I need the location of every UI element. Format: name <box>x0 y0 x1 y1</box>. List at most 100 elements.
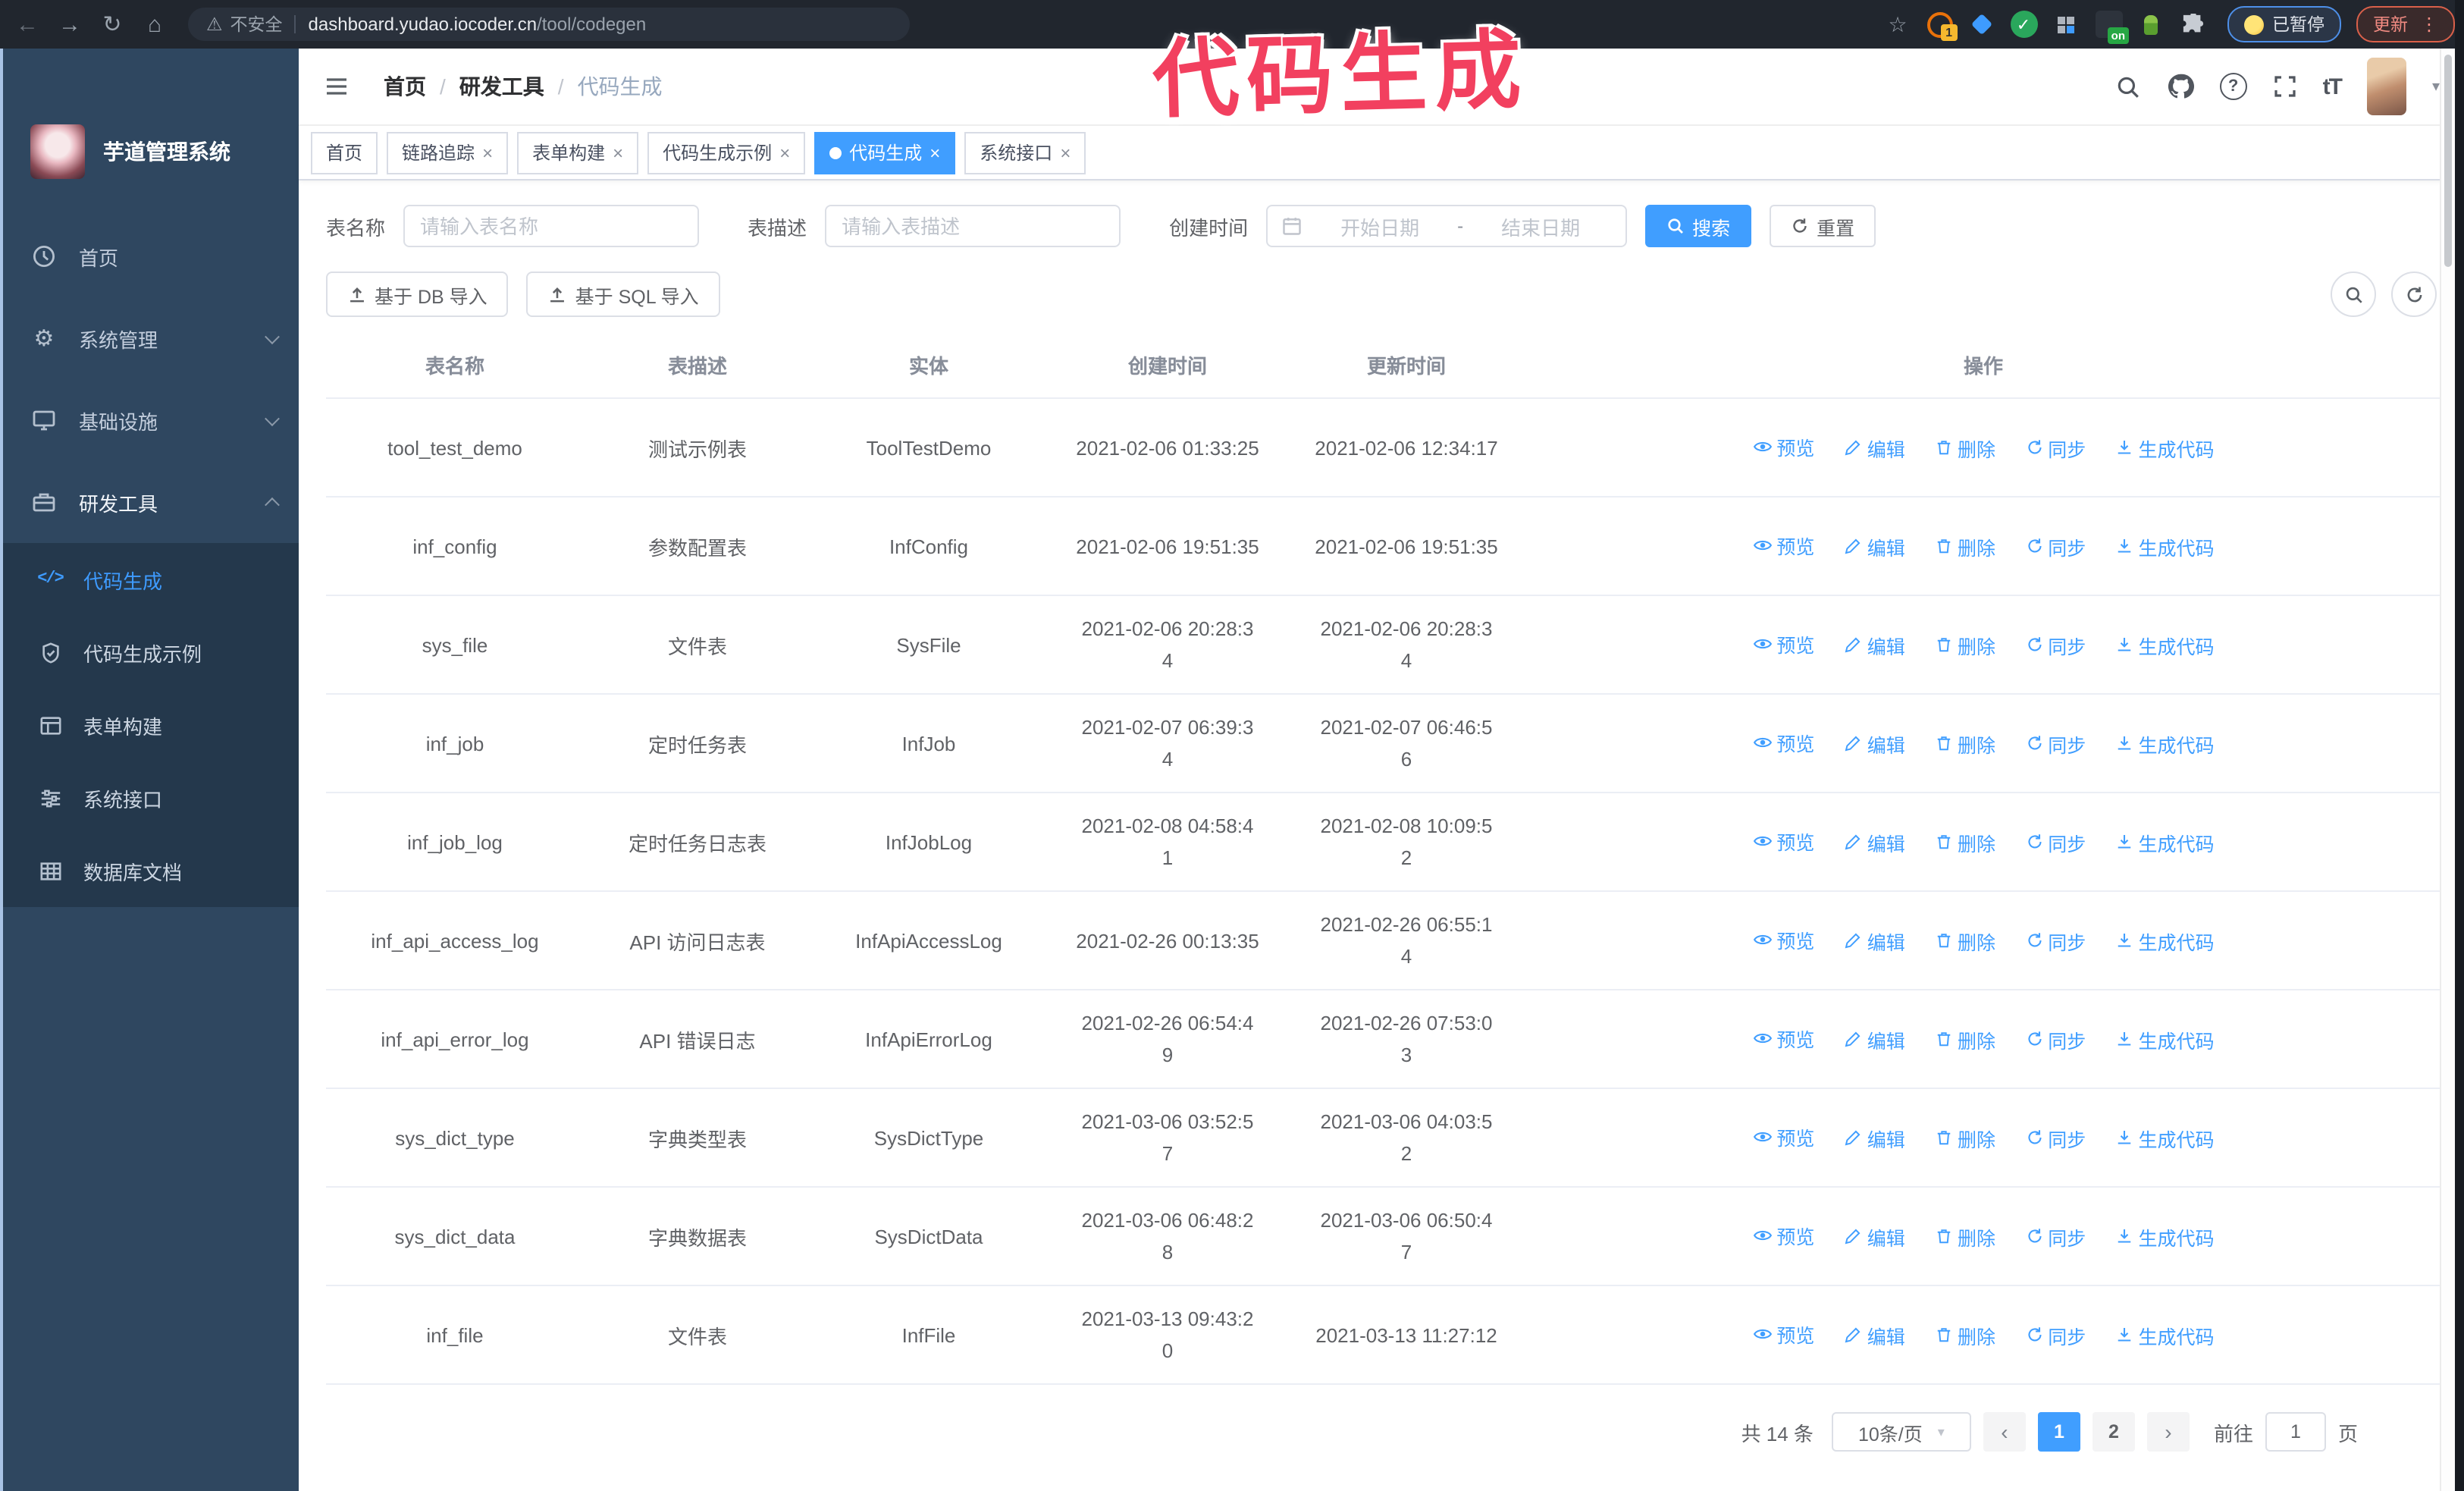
search-icon[interactable] <box>2115 74 2141 99</box>
profile-paused-badge[interactable]: 已暂停 <box>2227 6 2341 42</box>
sidebar-item-devtools[interactable]: 研发工具 <box>0 461 299 543</box>
delete-link[interactable]: 删除 <box>1935 828 1995 857</box>
hamburger-menu-icon[interactable] <box>323 73 350 100</box>
reset-button[interactable]: 重置 <box>1770 205 1876 247</box>
edit-link[interactable]: 编辑 <box>1845 828 1905 857</box>
home-icon[interactable]: ⌂ <box>147 11 162 37</box>
forward-icon[interactable]: → <box>58 11 81 37</box>
edit-link[interactable]: 编辑 <box>1845 927 1905 956</box>
extension-switch-icon[interactable]: on <box>2095 11 2128 44</box>
date-range-picker[interactable]: 开始日期 - 结束日期 <box>1266 205 1628 247</box>
sync-link[interactable]: 同步 <box>2025 730 2086 758</box>
preview-link[interactable]: 预览 <box>1752 532 1814 560</box>
import-db-button[interactable]: 基于 DB 导入 <box>326 272 509 317</box>
generate-code-link[interactable]: 生成代码 <box>2116 730 2215 758</box>
edit-link[interactable]: 编辑 <box>1845 434 1905 463</box>
close-icon[interactable]: × <box>929 142 941 163</box>
preview-link[interactable]: 预览 <box>1752 1320 1814 1349</box>
sidebar-item-home[interactable]: 首页 <box>0 215 299 297</box>
sync-link[interactable]: 同步 <box>2025 631 2086 660</box>
preview-link[interactable]: 预览 <box>1752 433 1814 462</box>
sync-link[interactable]: 同步 <box>2025 1124 2086 1153</box>
delete-link[interactable]: 删除 <box>1935 927 1995 956</box>
font-size-icon[interactable]: tT <box>2322 74 2343 99</box>
next-page-button[interactable]: › <box>2146 1412 2190 1452</box>
edit-link[interactable]: 编辑 <box>1845 1223 1905 1251</box>
preview-link[interactable]: 预览 <box>1752 1222 1814 1251</box>
prev-page-button[interactable]: ‹ <box>1983 1412 2026 1452</box>
generate-code-link[interactable]: 生成代码 <box>2116 1124 2215 1153</box>
end-date-placeholder[interactable]: 结束日期 <box>1501 216 1581 239</box>
sidebar-item-system-api[interactable]: 系统接口 <box>0 761 299 834</box>
preview-link[interactable]: 预览 <box>1752 827 1814 856</box>
extension-diamond-icon[interactable] <box>1967 11 1995 38</box>
breadcrumb-devtools[interactable]: 研发工具 <box>459 74 544 99</box>
edit-link[interactable]: 编辑 <box>1845 631 1905 660</box>
page-1-button[interactable]: 1 <box>2037 1412 2080 1452</box>
delete-link[interactable]: 删除 <box>1935 1321 1995 1350</box>
search-button[interactable]: 搜索 <box>1645 205 1752 247</box>
edit-link[interactable]: 编辑 <box>1845 1321 1905 1350</box>
generate-code-link[interactable]: 生成代码 <box>2116 828 2215 857</box>
sync-link[interactable]: 同步 <box>2025 828 2086 857</box>
sidebar-item-codegen[interactable]: </> 代码生成 <box>0 543 299 616</box>
delete-link[interactable]: 删除 <box>1935 730 1995 758</box>
sync-link[interactable]: 同步 <box>2025 1223 2086 1251</box>
back-icon[interactable]: ← <box>16 11 39 37</box>
refresh-button[interactable] <box>2391 272 2437 317</box>
close-icon[interactable]: × <box>482 142 494 163</box>
import-sql-button[interactable]: 基于 SQL 导入 <box>526 272 720 317</box>
sync-link[interactable]: 同步 <box>2025 1321 2086 1350</box>
edit-link[interactable]: 编辑 <box>1845 1025 1905 1054</box>
delete-link[interactable]: 删除 <box>1935 631 1995 660</box>
table-name-input[interactable] <box>403 205 700 247</box>
preview-link[interactable]: 预览 <box>1752 630 1814 659</box>
generate-code-link[interactable]: 生成代码 <box>2116 1223 2215 1251</box>
scrollbar-thumb[interactable] <box>2444 55 2451 267</box>
generate-code-link[interactable]: 生成代码 <box>2116 532 2215 561</box>
avatar[interactable] <box>2366 58 2406 115</box>
preview-link[interactable]: 预览 <box>1752 1025 1814 1053</box>
reload-icon[interactable]: ↻ <box>102 12 122 38</box>
sidebar-item-form-builder[interactable]: 表单构建 <box>0 689 299 761</box>
generate-code-link[interactable]: 生成代码 <box>2116 927 2215 956</box>
sidebar-item-system[interactable]: ⚙ 系统管理 <box>0 297 299 379</box>
menu-dots-icon[interactable]: ⋮ <box>2420 14 2438 35</box>
sidebar-item-codegen-example[interactable]: 代码生成示例 <box>0 616 299 689</box>
delete-link[interactable]: 删除 <box>1935 434 1995 463</box>
browser-update-button[interactable]: 更新 ⋮ <box>2356 6 2455 42</box>
table-desc-input[interactable] <box>825 205 1121 247</box>
sync-link[interactable]: 同步 <box>2025 1025 2086 1054</box>
sync-link[interactable]: 同步 <box>2025 434 2086 463</box>
scrollbar[interactable] <box>2440 49 2455 1491</box>
page-size-select[interactable]: 10条/页 ▾ <box>1831 1412 1971 1452</box>
tag-system-api[interactable]: 系统接口 × <box>964 131 1086 174</box>
generate-code-link[interactable]: 生成代码 <box>2116 631 2215 660</box>
close-icon[interactable]: × <box>1060 142 1071 163</box>
bookmark-star-icon[interactable]: ☆ <box>1888 11 1908 36</box>
preview-link[interactable]: 预览 <box>1752 926 1814 955</box>
edit-link[interactable]: 编辑 <box>1845 730 1905 758</box>
extension-check-icon[interactable]: ✓ <box>2010 11 2037 38</box>
fullscreen-icon[interactable] <box>2273 74 2297 99</box>
tag-codegen[interactable]: 代码生成 × <box>814 131 956 174</box>
generate-code-link[interactable]: 生成代码 <box>2116 434 2215 463</box>
sync-link[interactable]: 同步 <box>2025 532 2086 561</box>
address-bar[interactable]: ⚠ 不安全 dashboard.yudao.iocoder.cn/tool/co… <box>188 8 910 41</box>
extension-oclock-icon[interactable]: 1 <box>1926 11 1957 40</box>
tag-form-builder[interactable]: 表单构建 × <box>517 131 639 174</box>
breadcrumb-home[interactable]: 首页 <box>384 74 426 99</box>
tag-tracing[interactable]: 链路追踪 × <box>387 131 509 174</box>
goto-page-input[interactable] <box>2265 1412 2326 1452</box>
close-icon[interactable]: × <box>779 142 791 163</box>
tag-codegen-example[interactable]: 代码生成示例 × <box>647 131 806 174</box>
help-icon[interactable]: ? <box>2219 73 2247 100</box>
sync-link[interactable]: 同步 <box>2025 927 2086 956</box>
delete-link[interactable]: 删除 <box>1935 1025 1995 1054</box>
edit-link[interactable]: 编辑 <box>1845 532 1905 561</box>
sidebar-item-db-doc[interactable]: 数据库文档 <box>0 834 299 907</box>
delete-link[interactable]: 删除 <box>1935 532 1995 561</box>
generate-code-link[interactable]: 生成代码 <box>2116 1321 2215 1350</box>
github-icon[interactable] <box>2167 73 2194 100</box>
generate-code-link[interactable]: 生成代码 <box>2116 1025 2215 1054</box>
